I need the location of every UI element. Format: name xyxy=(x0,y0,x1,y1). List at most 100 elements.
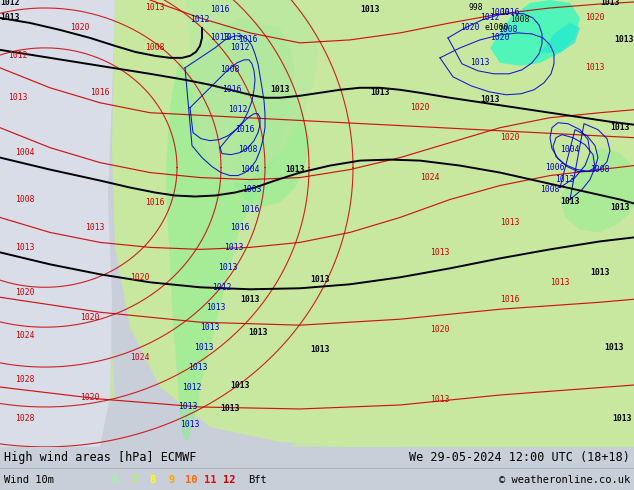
Text: © weatheronline.co.uk: © weatheronline.co.uk xyxy=(499,475,630,485)
Text: 1013: 1013 xyxy=(178,402,198,412)
Text: 8: 8 xyxy=(150,475,156,485)
Text: 1013: 1013 xyxy=(194,343,214,352)
Text: 1024: 1024 xyxy=(420,173,440,182)
Text: 7: 7 xyxy=(131,475,137,485)
Text: 1013: 1013 xyxy=(585,63,605,73)
Text: 1020: 1020 xyxy=(81,313,100,322)
Text: 1013: 1013 xyxy=(223,33,242,43)
Text: 1012: 1012 xyxy=(8,51,28,60)
Text: 1016: 1016 xyxy=(223,85,242,94)
Text: 1016: 1016 xyxy=(145,198,165,207)
Text: 1013: 1013 xyxy=(15,243,35,252)
Text: 9: 9 xyxy=(169,475,175,485)
Text: 10: 10 xyxy=(184,475,197,485)
Text: 1013: 1013 xyxy=(310,344,330,354)
Text: 1020: 1020 xyxy=(15,288,35,297)
Text: 1013: 1013 xyxy=(611,203,630,212)
Text: 1012: 1012 xyxy=(480,13,500,23)
Text: 1016: 1016 xyxy=(240,205,260,214)
Text: Wind 10m: Wind 10m xyxy=(4,475,54,485)
Text: 1013: 1013 xyxy=(285,165,305,174)
Text: 1004: 1004 xyxy=(15,148,35,157)
Text: e1000: e1000 xyxy=(485,24,509,32)
Text: 1013: 1013 xyxy=(210,33,230,43)
Text: 1013: 1013 xyxy=(180,420,200,429)
Text: 1008: 1008 xyxy=(510,16,530,24)
Text: 1013: 1013 xyxy=(249,328,268,337)
Text: 1004: 1004 xyxy=(560,145,579,154)
Text: 1013: 1013 xyxy=(206,303,226,312)
Text: 1006: 1006 xyxy=(545,163,565,172)
Text: 1013: 1013 xyxy=(555,175,575,184)
Text: 1013: 1013 xyxy=(230,381,250,390)
Text: Bft: Bft xyxy=(248,475,267,485)
Text: 1013: 1013 xyxy=(500,218,520,227)
Text: 1020: 1020 xyxy=(585,13,605,23)
Text: 1013: 1013 xyxy=(8,93,28,102)
Text: 1020: 1020 xyxy=(490,33,510,43)
Text: 1008: 1008 xyxy=(540,185,560,194)
Text: 1013: 1013 xyxy=(470,58,489,67)
Text: 1012: 1012 xyxy=(228,105,248,114)
Text: 1013: 1013 xyxy=(0,13,20,23)
Text: 1016: 1016 xyxy=(210,5,230,15)
Text: 1020: 1020 xyxy=(500,133,520,142)
Text: 1013: 1013 xyxy=(600,0,620,7)
Text: 1013: 1013 xyxy=(560,197,579,206)
Text: 1020: 1020 xyxy=(70,24,90,32)
Text: 1008: 1008 xyxy=(590,165,610,174)
Text: 1013: 1013 xyxy=(188,363,208,371)
Text: 1013: 1013 xyxy=(370,88,390,98)
Text: 1008: 1008 xyxy=(238,145,258,154)
Text: 1013: 1013 xyxy=(200,323,220,332)
Text: 1012: 1012 xyxy=(182,383,202,392)
Text: 1013: 1013 xyxy=(218,263,238,272)
Text: 11: 11 xyxy=(204,475,216,485)
Text: 1013: 1013 xyxy=(612,415,631,423)
Text: 1003: 1003 xyxy=(242,185,262,194)
Text: 1016: 1016 xyxy=(230,223,250,232)
Text: 1012: 1012 xyxy=(190,16,210,24)
Text: 1013: 1013 xyxy=(614,35,634,45)
Text: 1004: 1004 xyxy=(240,165,260,174)
Text: 1020: 1020 xyxy=(460,24,480,32)
Text: 1024: 1024 xyxy=(130,353,150,362)
Text: 1020: 1020 xyxy=(430,325,450,334)
Text: 1028: 1028 xyxy=(15,374,35,384)
Text: 998: 998 xyxy=(469,3,483,12)
Text: 1013: 1013 xyxy=(270,85,290,94)
Text: 1013: 1013 xyxy=(240,295,260,304)
Text: 1016: 1016 xyxy=(235,125,255,134)
Text: 1013: 1013 xyxy=(480,95,500,104)
Text: 1000: 1000 xyxy=(490,8,510,18)
Text: 1012: 1012 xyxy=(212,283,232,292)
Text: High wind areas [hPa] ECMWF: High wind areas [hPa] ECMWF xyxy=(4,451,197,464)
Text: 1013: 1013 xyxy=(550,278,570,287)
Text: 1016: 1016 xyxy=(500,8,520,18)
Text: 1016: 1016 xyxy=(238,35,258,45)
Text: 1013: 1013 xyxy=(224,243,243,252)
Text: 1024: 1024 xyxy=(15,331,35,340)
Text: 1028: 1028 xyxy=(15,415,35,423)
Text: 1012: 1012 xyxy=(0,0,20,7)
Text: 1013: 1013 xyxy=(590,268,610,277)
Text: 1008: 1008 xyxy=(498,25,518,34)
Text: 1020: 1020 xyxy=(130,273,150,282)
Text: 1012: 1012 xyxy=(230,44,250,52)
Text: 1008: 1008 xyxy=(220,65,240,74)
Text: 1008: 1008 xyxy=(145,44,165,52)
Text: 1013: 1013 xyxy=(611,123,630,132)
Text: 1016: 1016 xyxy=(90,88,110,98)
Text: 1013: 1013 xyxy=(604,343,624,352)
Text: 1013: 1013 xyxy=(310,275,330,284)
Text: 6: 6 xyxy=(112,475,118,485)
Text: 1020: 1020 xyxy=(81,392,100,401)
Text: 1013: 1013 xyxy=(360,5,380,15)
Text: 1016: 1016 xyxy=(500,295,520,304)
Text: 1013: 1013 xyxy=(85,223,105,232)
Text: 1013: 1013 xyxy=(145,3,165,12)
Text: We 29-05-2024 12:00 UTC (18+18): We 29-05-2024 12:00 UTC (18+18) xyxy=(409,451,630,464)
Text: 1013: 1013 xyxy=(430,394,450,403)
Text: 1008: 1008 xyxy=(15,195,35,204)
Text: 12: 12 xyxy=(223,475,235,485)
